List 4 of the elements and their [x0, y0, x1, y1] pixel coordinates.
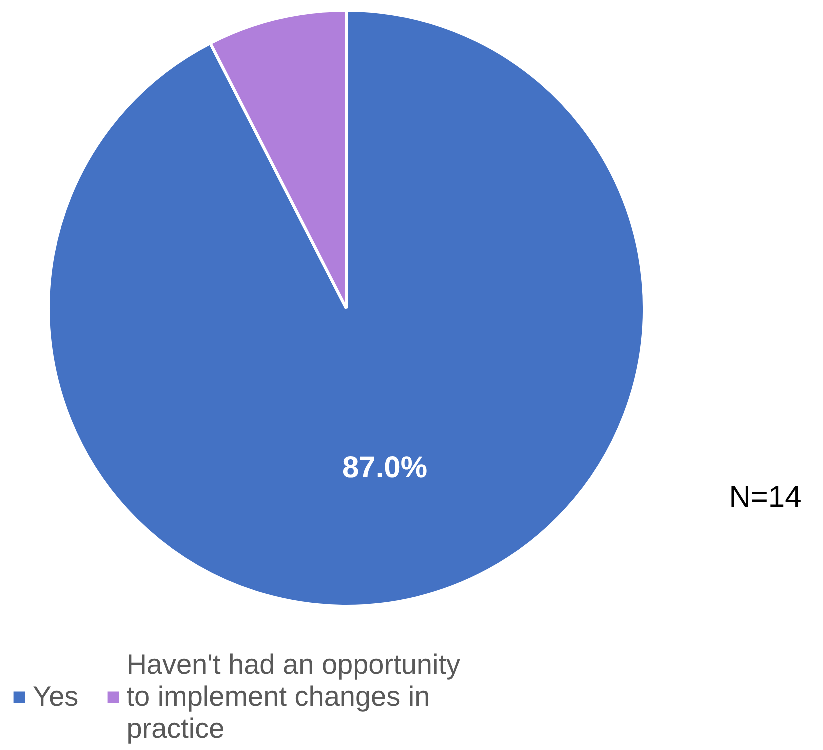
text: N=14: [729, 481, 802, 514]
legend-label: Yes: [33, 681, 79, 713]
data-label: 87.0%: [342, 451, 428, 484]
legend-label: Haven't had an opportunity to implement changes in practice: [126, 649, 460, 745]
